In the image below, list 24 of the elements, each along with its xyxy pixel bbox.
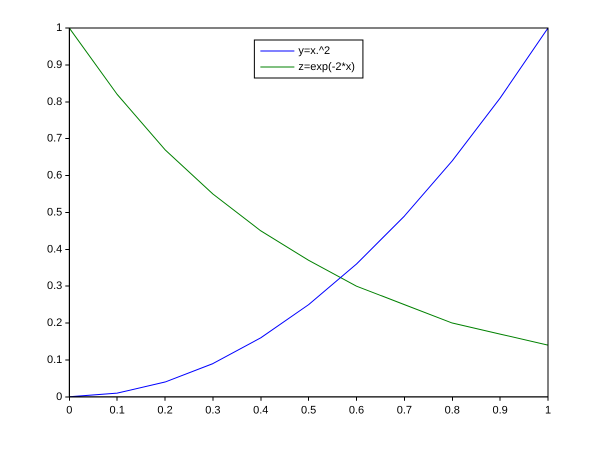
legend-label: y=x.^2: [298, 45, 330, 58]
y-tick-label: 0.2: [46, 317, 62, 330]
y-tick-label: 0.7: [46, 132, 62, 145]
y-tick-label: 0.3: [46, 280, 62, 292]
x-tick-label: 0.1: [110, 404, 125, 416]
x-tick-label: 0.3: [205, 404, 221, 416]
x-tick-label: 0.5: [300, 404, 316, 416]
y-tick-label: 0.1: [46, 354, 62, 366]
y-tick-label: 0.9: [46, 58, 62, 71]
y-tick-label: 0.8: [46, 96, 62, 108]
x-tick-label: 1: [544, 404, 552, 416]
y-tick-label: 0: [56, 390, 62, 403]
x-tick-label: 0.6: [348, 404, 364, 416]
y-tick-label: 0.5: [46, 206, 62, 218]
y-tick-label: 0.6: [46, 170, 62, 182]
y-tick-label: 0.4: [46, 243, 62, 256]
x-tick-label: 0.2: [157, 404, 173, 416]
x-tick-label: 0.4: [253, 404, 268, 416]
y-tick-label: 1: [56, 22, 62, 34]
legend-label: z=exp(-2*x): [298, 61, 355, 74]
x-tick-label: 0.7: [396, 404, 412, 416]
x-tick-label: 0.8: [444, 404, 460, 416]
x-tick-label: 0.9: [492, 404, 508, 416]
x-tick-label: 0: [66, 404, 72, 416]
